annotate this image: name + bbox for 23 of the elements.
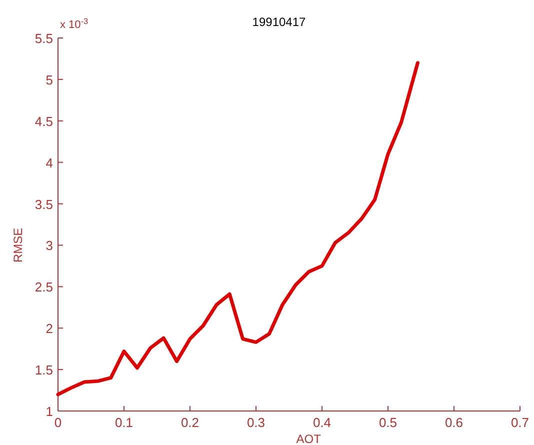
x-tick-label: 0.7 bbox=[510, 415, 530, 430]
y-tick-label: 4.5 bbox=[34, 114, 53, 129]
y-axis-title: RMSE bbox=[11, 228, 25, 263]
y-tick-label: 1.5 bbox=[34, 362, 53, 378]
text: x 10$^{-3}$ bbox=[60, 16, 89, 31]
y-tick-label: 3 bbox=[46, 238, 53, 254]
chart-title: 19910417 bbox=[252, 15, 306, 29]
x-tick-label: 0.2 bbox=[180, 415, 200, 430]
x-tick-label: 0.1 bbox=[114, 415, 134, 430]
y-tick-label: 5.5 bbox=[34, 31, 53, 46]
x-tick-label: 0.3 bbox=[246, 415, 266, 430]
x-tick-label: 0 bbox=[54, 415, 62, 430]
x-tick-label: 0.5 bbox=[378, 415, 398, 430]
y-tick-label: 4 bbox=[46, 155, 53, 170]
y-tick-label: 2.5 bbox=[34, 280, 53, 295]
y-tick-label: 3.5 bbox=[34, 196, 53, 212]
y-tick-label: 5 bbox=[46, 72, 53, 88]
x-tick-label: 0.4 bbox=[312, 415, 332, 430]
x-axis-title: AOT bbox=[296, 432, 322, 445]
x-tick-label: 0.6 bbox=[444, 415, 464, 430]
y-tick-label: 2 bbox=[46, 321, 53, 336]
y-tick-label: 1 bbox=[46, 404, 53, 419]
line-series bbox=[56, 61, 420, 396]
